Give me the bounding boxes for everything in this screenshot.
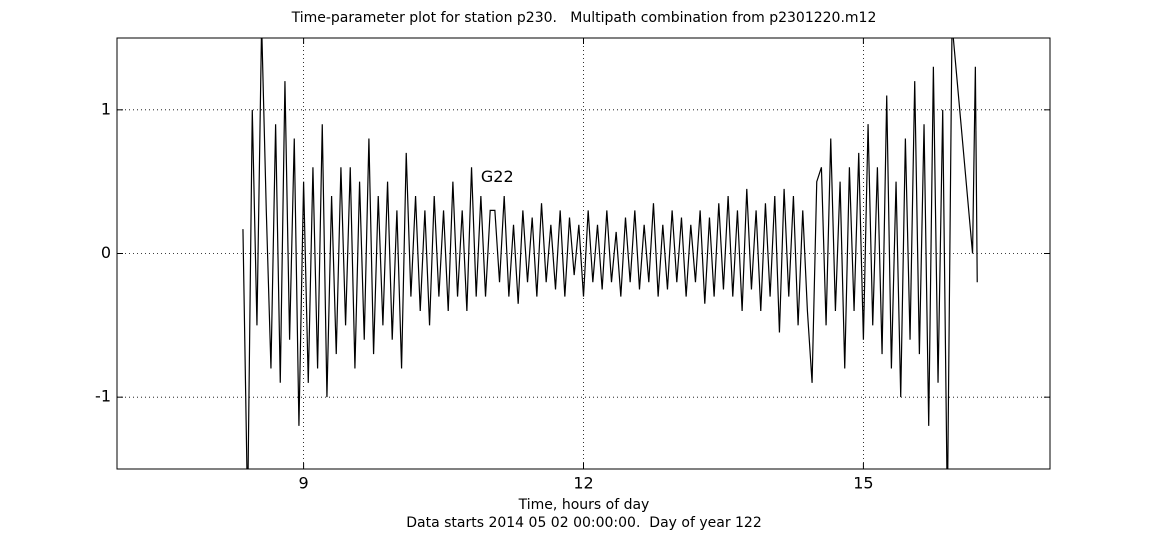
y-tick-label: 0 bbox=[101, 243, 111, 262]
annotation: G22 bbox=[481, 167, 514, 186]
y-tick-label: 1 bbox=[101, 99, 111, 118]
x-axis-note: Data starts 2014 05 02 00:00:00. Day of … bbox=[406, 515, 762, 531]
x-tick-label: 15 bbox=[853, 474, 873, 493]
plot-frame bbox=[116, 37, 1051, 470]
x-tick-label: 9 bbox=[299, 474, 309, 493]
x-tick-label: 12 bbox=[573, 474, 593, 493]
chart-title: Time-parameter plot for station p230. Mu… bbox=[291, 10, 877, 26]
data-line bbox=[242, 38, 978, 469]
x-axis-label: Time, hours of day bbox=[518, 497, 650, 513]
y-tick-label: -1 bbox=[95, 387, 111, 406]
